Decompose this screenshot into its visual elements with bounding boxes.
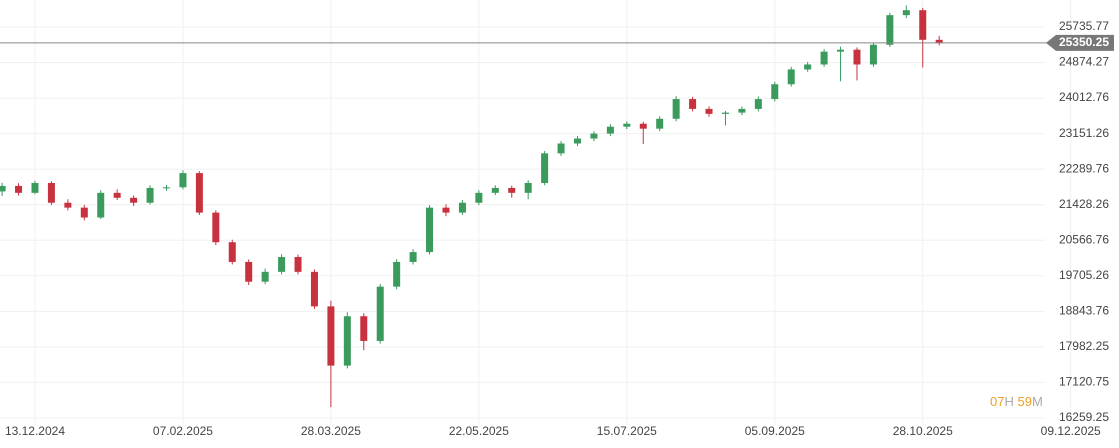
countdown: 07H 59M — [990, 394, 1043, 409]
candle-body — [310, 271, 318, 307]
y-tick-label: 25735.77 — [1059, 19, 1109, 33]
candle-body — [524, 182, 532, 193]
candle-body — [508, 187, 516, 193]
y-tick-label: 19705.26 — [1059, 268, 1109, 282]
y-tick-label: 17982.25 — [1059, 339, 1109, 353]
y-tick-label: 16259.25 — [1059, 410, 1109, 424]
candle-body — [409, 252, 417, 262]
y-tick-label: 20566.76 — [1059, 232, 1109, 246]
candles — [0, 5, 1048, 408]
candle-body — [163, 187, 170, 189]
candle-body — [360, 316, 368, 341]
candle-body — [0, 185, 6, 192]
candle-body — [935, 39, 943, 43]
candle-body — [130, 197, 138, 203]
candle-body — [902, 10, 910, 16]
candle-body — [327, 306, 335, 366]
candle-body — [80, 207, 88, 218]
candle-body — [343, 316, 351, 366]
candle-body — [393, 261, 401, 287]
candle-body — [212, 212, 220, 243]
candle-body — [228, 242, 236, 262]
price-label-box — [1046, 34, 1114, 51]
countdown-hours: 07 — [990, 394, 1004, 409]
candle-body — [113, 192, 121, 198]
candle-body — [689, 99, 697, 109]
candle-body — [787, 69, 795, 85]
labels: 25735.77 24874.27 24012.76 23151.26 22289.76… — [5, 19, 1114, 438]
y-tick-label: 18843.76 — [1059, 304, 1109, 318]
x-tick-label: 22.05.2025 — [449, 424, 509, 438]
candle-body — [820, 51, 828, 65]
candle-body — [475, 192, 483, 203]
y-tick-label: 22289.76 — [1059, 161, 1109, 175]
x-tick-label: 09.12.2025 — [1041, 424, 1101, 438]
candle-body — [804, 64, 812, 70]
countdown-minutes: 59 — [1017, 394, 1031, 409]
candle-body — [606, 126, 614, 134]
x-tick-label: 07.02.2025 — [153, 424, 213, 438]
y-tick-label: 23151.26 — [1059, 126, 1109, 140]
candle-body — [458, 202, 466, 213]
countdown-m: M — [1032, 394, 1043, 409]
x-tick-label: 13.12.2024 — [5, 424, 65, 438]
countdown-h: H — [1004, 394, 1013, 409]
candle-body — [574, 138, 581, 144]
candle-body — [623, 123, 631, 127]
candle-body — [195, 173, 203, 213]
candle-body — [853, 49, 861, 65]
candle-body — [294, 257, 302, 272]
candle-body — [245, 261, 253, 282]
y-tick-label: 21428.26 — [1059, 197, 1109, 211]
candle-body — [278, 257, 286, 272]
candle-body — [771, 84, 779, 100]
y-tick-label: 24012.76 — [1059, 90, 1109, 104]
candle-body — [672, 99, 680, 119]
candle-body — [557, 143, 565, 154]
candle-body — [426, 207, 434, 253]
candle-body — [97, 192, 105, 218]
candle-body — [738, 108, 746, 113]
candle-body — [261, 271, 269, 282]
x-tick-label: 15.07.2025 — [597, 424, 657, 438]
candle-body — [442, 207, 450, 213]
candle-body — [491, 187, 499, 193]
candle-body — [721, 112, 729, 114]
candle-body — [705, 108, 713, 114]
candle-body — [376, 286, 384, 341]
candle-body — [47, 182, 55, 203]
candle-body — [15, 185, 23, 193]
x-tick-label: 28.10.2025 — [893, 424, 953, 438]
y-tick-label: 24874.27 — [1059, 55, 1109, 69]
candle-body — [837, 49, 845, 52]
candle-body — [541, 153, 549, 183]
x-tick-label: 28.03.2025 — [301, 424, 361, 438]
candle-body — [639, 123, 647, 129]
candle-body — [919, 10, 927, 40]
candle-body — [886, 15, 894, 45]
candle-body — [146, 187, 154, 203]
candle-body — [179, 173, 187, 188]
grid — [0, 0, 1072, 425]
candle-body — [64, 202, 72, 208]
candle-body — [31, 182, 39, 193]
candle-body — [590, 133, 598, 139]
candle-body — [754, 99, 762, 109]
candle-body — [869, 44, 877, 65]
x-tick-label: 05.09.2025 — [745, 424, 805, 438]
candle-body — [656, 118, 664, 129]
price-label: 25350.25 — [1059, 35, 1109, 49]
y-tick-label: 17120.75 — [1059, 375, 1109, 389]
